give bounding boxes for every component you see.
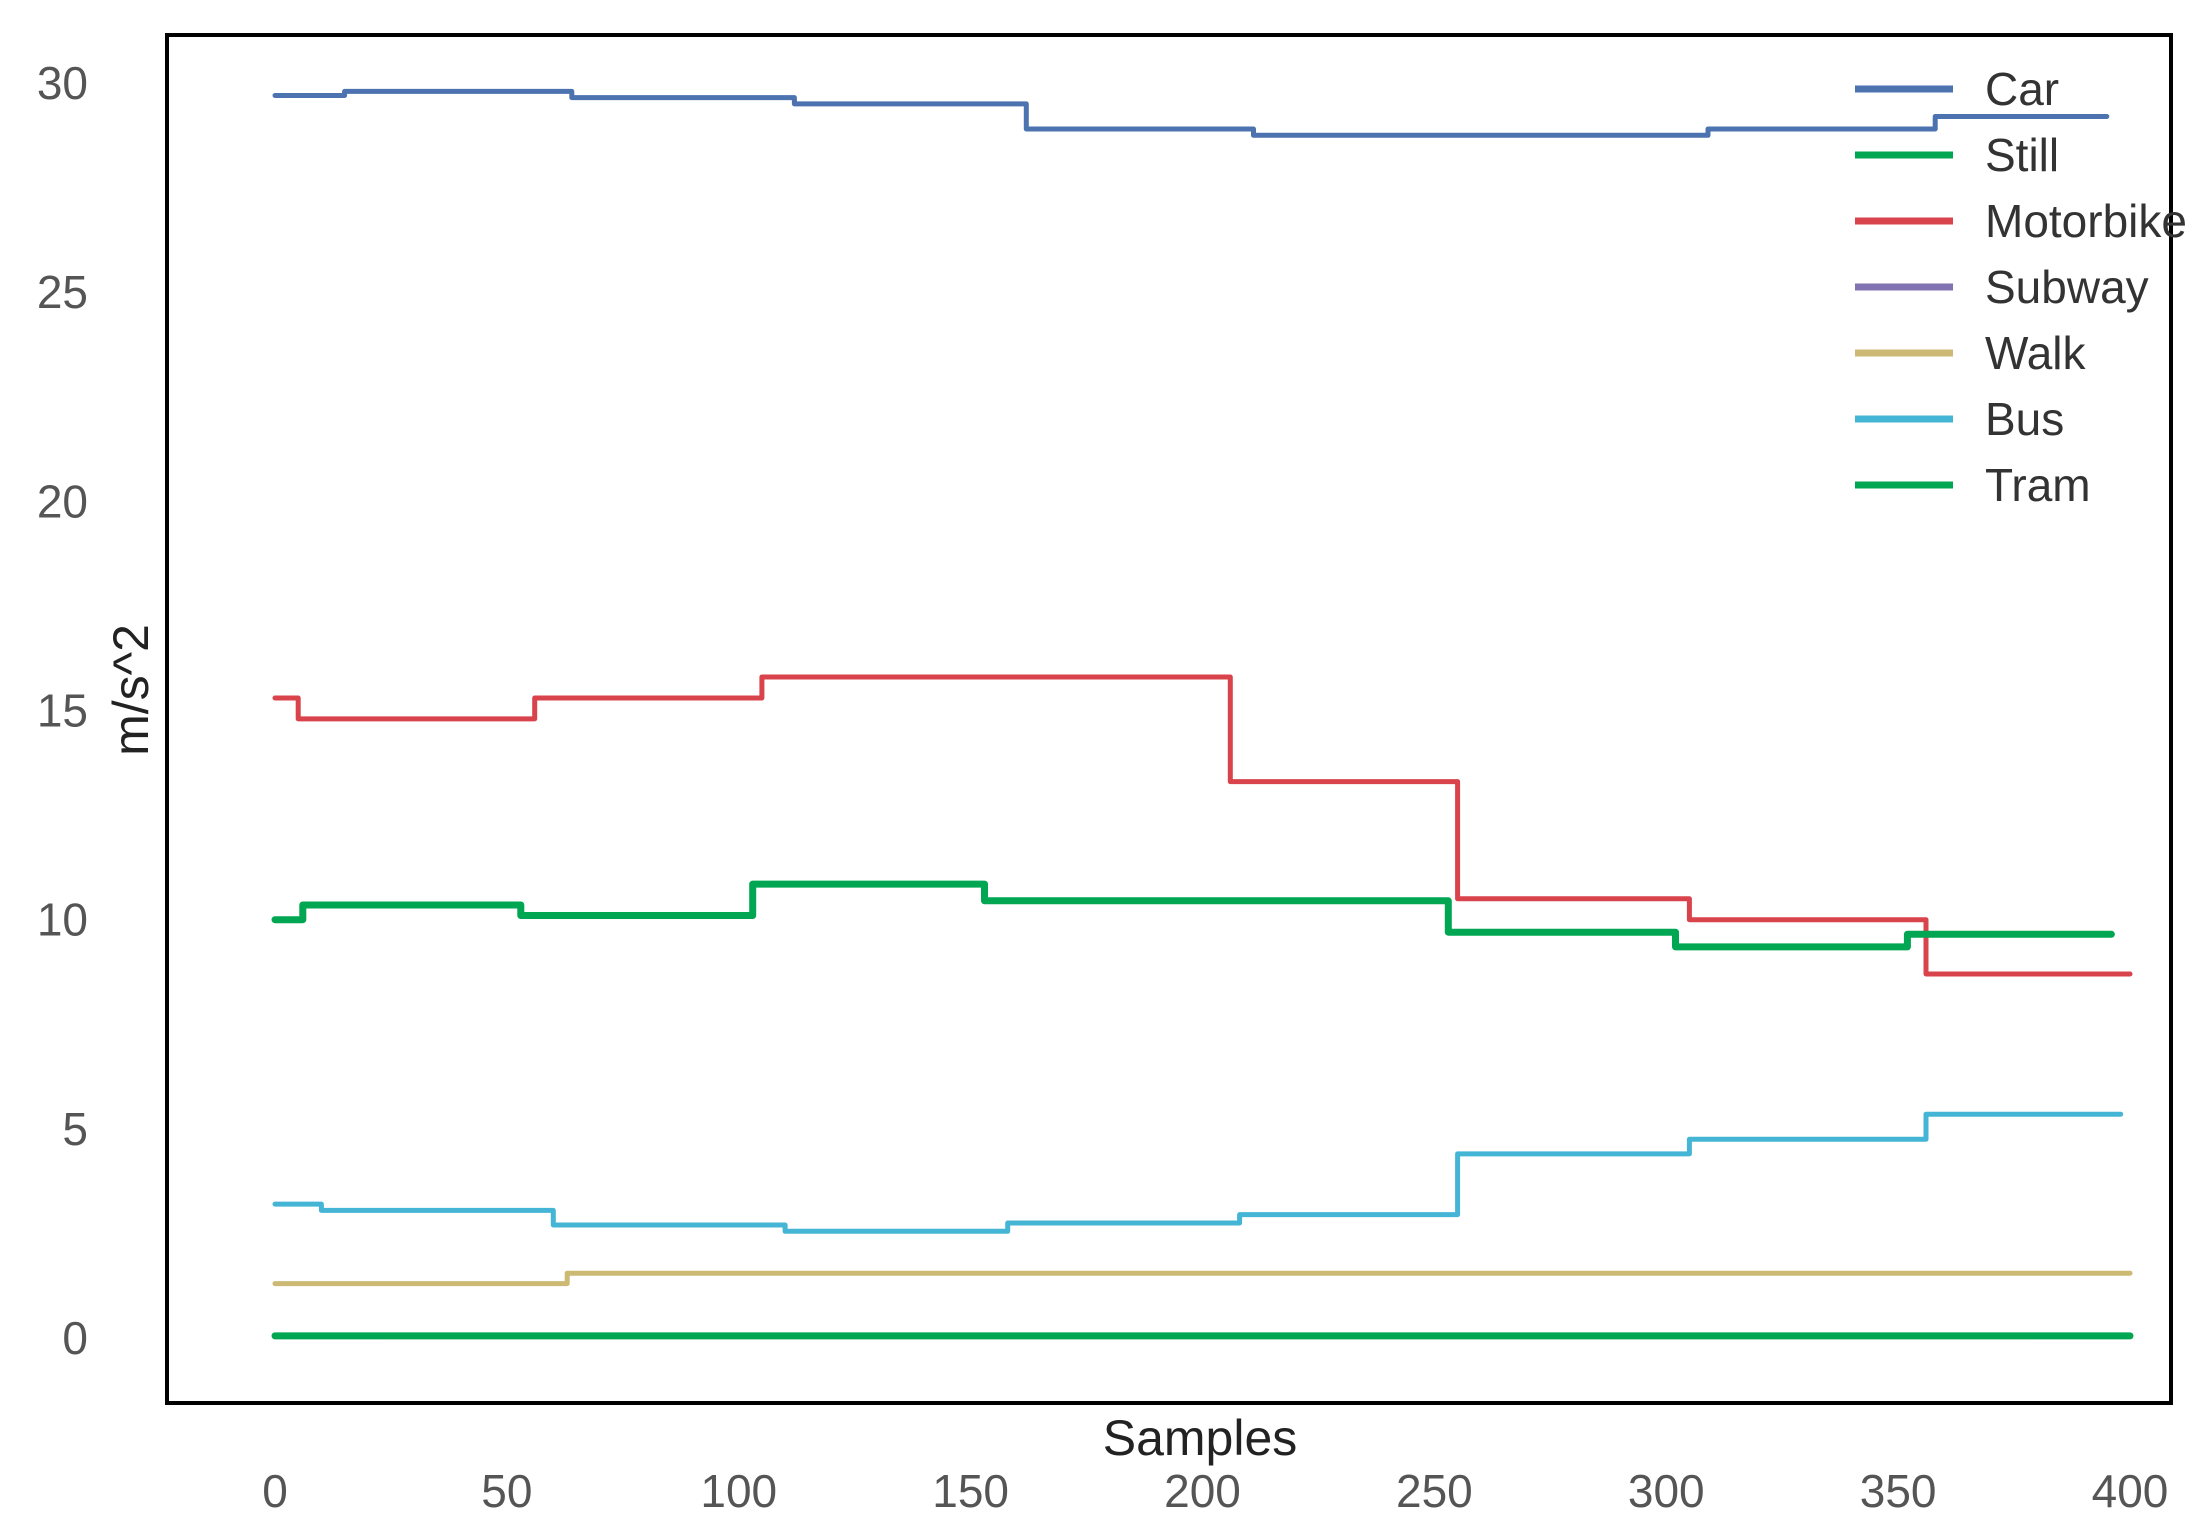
legend-label-bus: Bus: [1985, 393, 2064, 445]
y-tick-label: 30: [37, 57, 88, 109]
x-axis-title: Samples: [1103, 1410, 1298, 1466]
y-axis-title: m/s^2: [103, 624, 159, 756]
y-axis-ticks: 0 5 10 15 20 25 30: [37, 57, 88, 1364]
x-tick-label: 0: [262, 1465, 288, 1517]
y-tick-label: 5: [62, 1103, 88, 1155]
y-tick-label: 0: [62, 1312, 88, 1364]
legend-label-subway: Subway: [1985, 261, 2149, 313]
series-line-tram: [271, 880, 2115, 951]
y-tick-label: 20: [37, 475, 88, 527]
x-tick-label: 250: [1396, 1465, 1473, 1517]
legend-label-still: Still: [1985, 129, 2059, 181]
x-tick-label: 400: [2092, 1465, 2169, 1517]
legend-label-car: Car: [1985, 63, 2059, 115]
series-line-bus: [272, 1111, 2124, 1234]
x-tick-label: 50: [481, 1465, 532, 1517]
y-tick-label: 25: [37, 266, 88, 318]
x-tick-label: 200: [1164, 1465, 1241, 1517]
series-layer: [271, 88, 2134, 1340]
series-line-walk: [272, 1270, 2133, 1287]
x-axis-ticks: 0 50 100 150 200 250 300 350 400: [262, 1465, 2168, 1517]
y-tick-label: 10: [37, 894, 88, 946]
x-tick-label: 350: [1860, 1465, 1937, 1517]
legend-label-tram: Tram: [1985, 459, 2091, 511]
plot-frame: [165, 33, 2173, 1405]
series-line-car: [272, 88, 2110, 138]
y-tick-label: 15: [37, 685, 88, 737]
x-tick-label: 150: [932, 1465, 1009, 1517]
legend: Car Still Motorbike Subway Walk Bus Tram: [1855, 63, 2187, 511]
legend-label-walk: Walk: [1985, 327, 2087, 379]
legend-label-motorbike: Motorbike: [1985, 195, 2187, 247]
x-tick-label: 100: [700, 1465, 777, 1517]
series-line-motorbike: [272, 674, 2133, 977]
x-tick-label: 300: [1628, 1465, 1705, 1517]
